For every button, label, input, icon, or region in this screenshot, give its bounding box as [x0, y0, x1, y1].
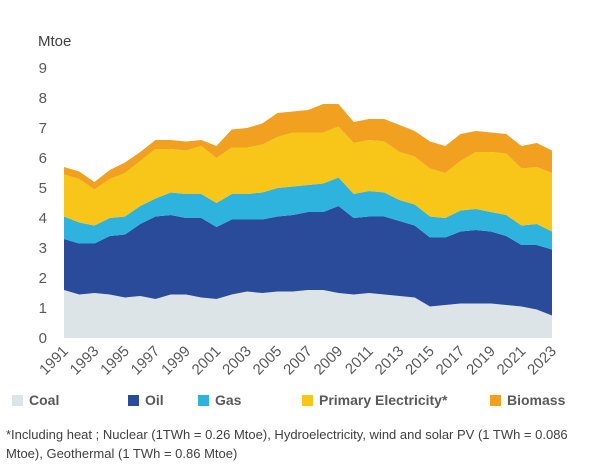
x-tick-label: 2005 [250, 343, 286, 379]
y-tick-label: 3 [39, 240, 47, 257]
legend-item: Gas [198, 392, 241, 408]
area-gas [64, 177, 552, 250]
y-tick-label: 0 [39, 330, 47, 347]
x-tick-label: 2009 [311, 343, 347, 379]
y-tick-label: 4 [39, 210, 47, 227]
area-biomass [64, 104, 552, 190]
legend-swatch [128, 394, 139, 406]
area-primary-electricity [64, 126, 552, 232]
legend-item: Primary Electricity* [302, 392, 447, 408]
legend-item: Biomass [490, 392, 565, 408]
y-tick-label: 2 [39, 270, 47, 287]
x-tick-label: 1997 [128, 343, 164, 379]
area-coal [64, 290, 552, 338]
x-tick-label: 2015 [402, 343, 438, 379]
x-tick-label: 2019 [463, 343, 499, 379]
x-tick-label: 2001 [189, 343, 225, 379]
x-tick-label: 2013 [372, 343, 408, 379]
y-tick-label: 7 [39, 120, 47, 137]
legend-label: Gas [215, 392, 242, 408]
y-tick-label: 6 [39, 150, 47, 167]
y-tick-label: 1 [39, 300, 47, 317]
legend-swatch [198, 394, 209, 406]
legend-label: Coal [29, 392, 60, 408]
legend-item: Oil [128, 392, 164, 408]
area-oil [64, 206, 552, 316]
x-tick-label: 2003 [219, 343, 255, 379]
x-tick-label: 2011 [342, 343, 377, 378]
legend-label: Primary Electricity* [319, 392, 448, 408]
chart-footnote: *Including heat ; Nuclear (1TWh = 0.26 M… [6, 427, 568, 461]
x-tick-label: 2021 [494, 343, 530, 379]
x-tick-label: 2007 [280, 343, 316, 379]
area-series-group [64, 104, 552, 338]
legend-label: Oil [145, 392, 164, 408]
x-tick-label: 2017 [433, 343, 469, 379]
x-tick-label: 1999 [158, 343, 194, 379]
y-axis-ticks: 0 1 2 3 4 5 6 7 8 9 [39, 60, 47, 347]
x-tick-label: 1991 [36, 343, 72, 379]
y-axis-unit-label: Mtoe [38, 33, 71, 50]
legend-item: Coal [12, 392, 59, 408]
x-tick-label: 2023 [524, 343, 560, 379]
stacked-area-chart: Mtoe 0 1 2 3 4 5 6 7 8 9 199119931995199719992001… [36, 33, 560, 379]
legend-swatch [12, 394, 23, 406]
legend-swatch [302, 394, 313, 406]
y-tick-label: 9 [39, 60, 47, 77]
x-axis-ticks: 1991199319951997199920012003200520072009… [36, 343, 560, 379]
legend-swatch [490, 394, 501, 406]
legend-label: Biomass [507, 392, 566, 408]
y-tick-label: 5 [39, 180, 47, 197]
x-tick-label: 1995 [97, 343, 133, 379]
y-tick-label: 8 [39, 90, 47, 107]
chart-legend: Coal Oil Gas Primary Electricity* Biomass [0, 392, 593, 412]
x-tick-label: 1993 [67, 343, 103, 379]
